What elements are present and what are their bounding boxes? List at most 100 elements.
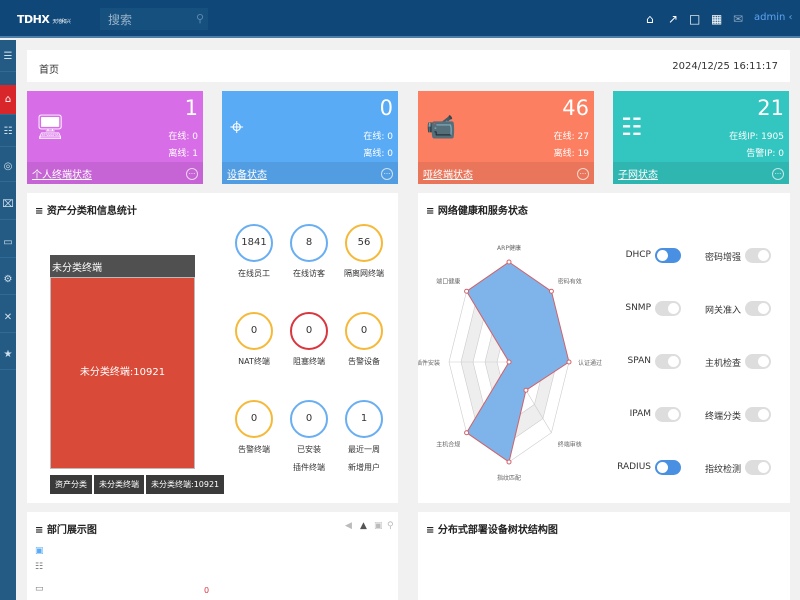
service-toggle[interactable] (655, 248, 681, 263)
logo-text: TDHX (17, 13, 50, 26)
stat-circle[interactable]: 0 (290, 312, 328, 350)
card-offline: 离线: 0 (363, 149, 393, 159)
stat-circle[interactable]: 8 (290, 224, 328, 262)
card-online: 在线: 27 (553, 132, 589, 142)
service-toggle[interactable] (745, 248, 771, 263)
sidebar: ☰ ⌂ ☷ ◎ ⌧ ▭ ⚙ ✕ ★ (0, 40, 16, 600)
stat-circle[interactable]: 0 (290, 400, 328, 438)
service-toggle[interactable] (745, 354, 771, 369)
logo-subtext: 天地和兴 (52, 19, 71, 25)
stat-circle[interactable]: 1841 (235, 224, 273, 262)
gear-icon[interactable]: ⚙ (0, 265, 16, 295)
device-icon[interactable]: ▭ (0, 228, 16, 258)
radar-point (506, 259, 512, 265)
card-title: 设备状态 (227, 170, 267, 181)
card-personal-terminal: 🖥 1 在线: 0 离线: 1 个人终端状态 ··· (27, 91, 203, 184)
stat-circle[interactable]: 0 (345, 312, 383, 350)
card-online: 在线: 0 (363, 132, 393, 142)
card-title-link[interactable]: 设备状态 (222, 162, 398, 184)
panel-title: ≡ 分布式部署设备树状结构图 (426, 525, 558, 536)
card-count: 46 (562, 96, 589, 120)
health-panel: ≡ 网络健康和服务状态 ARP健康 密码有效 认证通过 终端审核 指纹匹配 主机合规 插件安… (418, 193, 790, 503)
radar-axis-label: 插件安装 (418, 359, 440, 367)
treemap-header[interactable]: 未分类终端 (50, 255, 195, 277)
radar-axis-label: 终端审核 (558, 440, 582, 448)
search-input[interactable]: 搜索 ⚲ (100, 8, 208, 30)
target-icon[interactable]: ⌧ (0, 190, 16, 220)
department-count: 0 (204, 586, 210, 595)
shirt-icon[interactable]: □ (689, 12, 701, 26)
mail-icon[interactable]: ✉ (733, 12, 744, 26)
card-alert-ip: 告警IP: 0 (746, 149, 784, 159)
treemap-breadcrumb: 资产分类 未分类终端 未分类终端:10921 (50, 475, 225, 494)
card-title-link[interactable]: 个人终端状态 (27, 162, 203, 184)
service-toggle[interactable] (745, 460, 771, 475)
sitemap-icon[interactable]: ☷ (0, 117, 16, 147)
service-toggle[interactable] (655, 301, 681, 316)
more-icon[interactable]: ··· (381, 168, 393, 180)
stat-circle[interactable]: 1 (345, 400, 383, 438)
card-title: 子网状态 (618, 170, 658, 181)
search-icon[interactable]: ⚲ (387, 521, 394, 531)
save-icon[interactable]: ▣ (374, 521, 383, 531)
service-toggle[interactable] (655, 354, 681, 369)
logo: TDHX 天地和兴 (17, 13, 71, 26)
current-datetime: 2024/12/25 16:11:17 (672, 61, 778, 72)
device-icon[interactable]: ▭ (35, 584, 44, 594)
card-title-link[interactable]: 子网状态 (613, 162, 789, 184)
toggle-label: 密码增强 (704, 253, 741, 263)
share-icon[interactable]: ◀ (345, 521, 352, 531)
device-tree-panel: ≡ 分布式部署设备树状结构图 (418, 512, 790, 600)
asset-panel: ≡ 资产分类和信息统计 未分类终端 未分类终端:10921 资产分类 未分类终端… (27, 193, 398, 503)
stat-label: 最近一周 (348, 445, 380, 454)
stat-circle[interactable]: 56 (345, 224, 383, 262)
service-toggle[interactable] (655, 407, 681, 422)
radar-axis-label: 指纹匹配 (497, 474, 521, 482)
breadcrumb-home[interactable]: 首页 (39, 65, 59, 76)
treemap-crumb[interactable]: 资产分类 (50, 475, 92, 494)
home-settings-icon[interactable]: ⌂ (646, 12, 654, 26)
radar-point (506, 359, 512, 365)
service-toggle[interactable] (745, 301, 771, 316)
lightbulb-icon[interactable]: ◎ (0, 152, 16, 182)
panel-title: ≡ 资产分类和信息统计 (35, 206, 137, 217)
search-icon[interactable]: ⚲ (195, 12, 204, 25)
department-panel: ≡ 部门展示图 ◀ ▲ ▣ ⚲ ▣ ☷ ▭ 0 (27, 512, 398, 600)
more-icon[interactable]: ··· (186, 168, 198, 180)
toggle-label: 指纹检测 (704, 465, 741, 475)
external-link-icon[interactable]: ↗ (668, 12, 679, 26)
service-toggle[interactable] (655, 460, 681, 475)
panel-title: ≡ 网络健康和服务状态 (426, 206, 528, 217)
panel-title-text: 网络健康和服务状态 (437, 206, 528, 217)
radar-point (566, 359, 572, 365)
treemap-crumb[interactable]: 未分类终端:10921 (146, 475, 225, 494)
card-title-link[interactable]: 哑终端状态 (418, 162, 594, 184)
home-icon[interactable]: ⌂ (0, 85, 16, 115)
stat-circle[interactable]: 0 (235, 312, 273, 350)
more-icon[interactable]: ··· (577, 168, 589, 180)
department-icon[interactable]: ▣ (35, 546, 44, 556)
tree-icon[interactable]: ▲ (360, 521, 367, 531)
network-icon: ☷ (621, 113, 643, 141)
menu-icon[interactable]: ☰ (0, 42, 16, 72)
card-offline: 离线: 19 (553, 149, 589, 159)
user-menu[interactable]: admin ‹ (754, 12, 793, 23)
treemap-crumb[interactable]: 未分类终端 (94, 475, 144, 494)
more-icon[interactable]: ··· (772, 168, 784, 180)
tools-icon[interactable]: ✕ (0, 303, 16, 333)
card-title: 个人终端状态 (32, 170, 92, 181)
treemap-block[interactable]: 未分类终端:10921 (50, 277, 195, 469)
card-device-status: ⌖ 0 在线: 0 离线: 0 设备状态 ··· (222, 91, 398, 184)
card-dumb-terminal: 📹 46 在线: 27 离线: 19 哑终端状态 ··· (418, 91, 594, 184)
service-toggle[interactable] (745, 407, 771, 422)
radar-axis-label: 密码有效 (558, 278, 582, 286)
radar-point (464, 430, 470, 436)
card-online-ip: 在线IP: 1905 (729, 132, 784, 142)
star-icon[interactable]: ★ (0, 340, 16, 370)
camera-icon: 📹 (426, 113, 456, 141)
org-tree-icon[interactable]: ☷ (35, 562, 44, 572)
stat-circle[interactable]: 0 (235, 400, 273, 438)
calendar-icon[interactable]: ▦ (711, 12, 723, 26)
radar-axis-label: 认证通过 (578, 359, 602, 367)
